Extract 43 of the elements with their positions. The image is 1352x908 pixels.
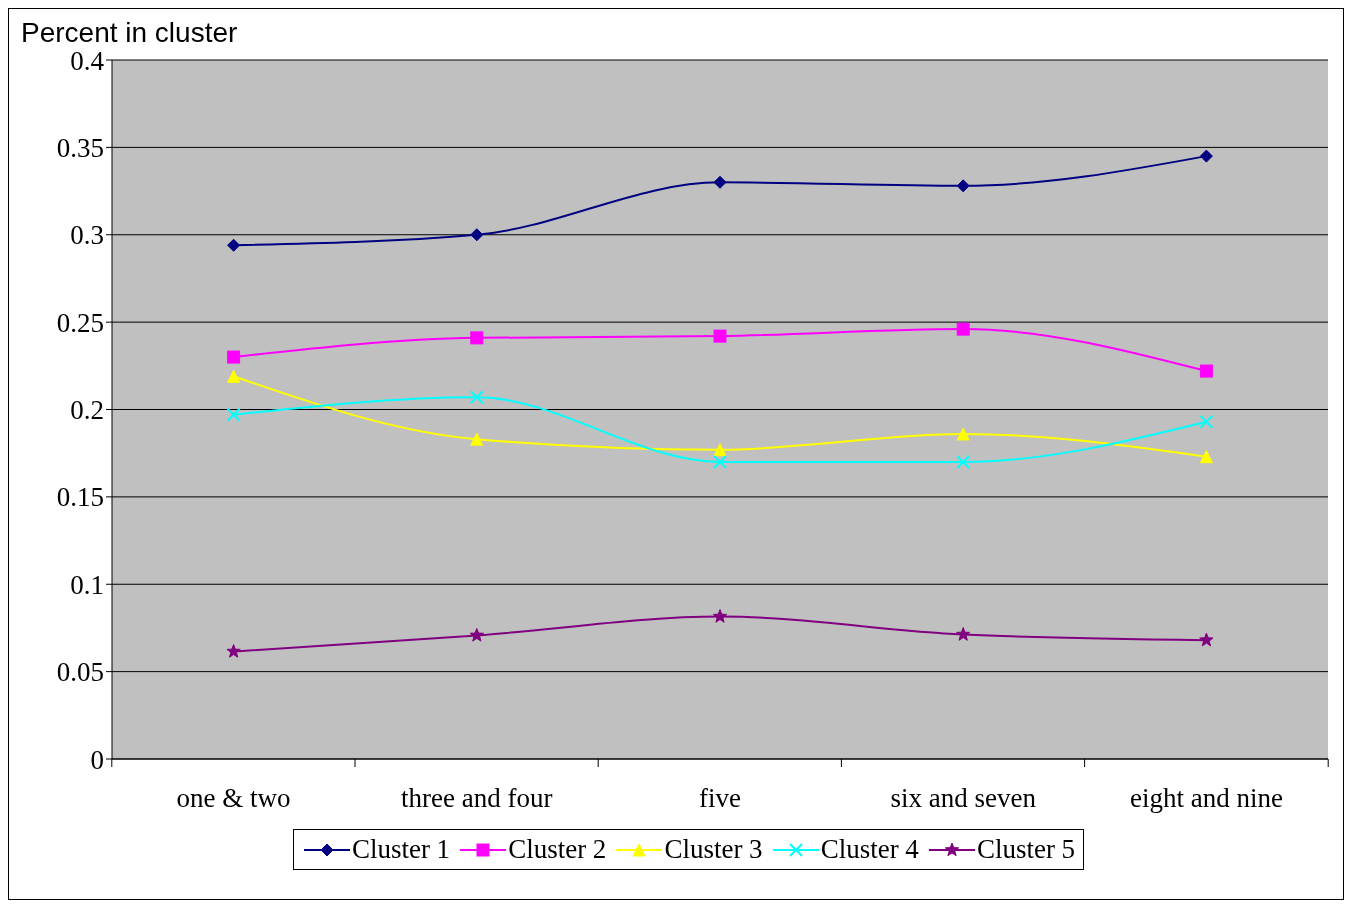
x-tick-label: five — [699, 783, 741, 813]
point — [713, 175, 727, 189]
legend-label: Cluster 2 — [508, 834, 607, 865]
x-tick-label: three and four — [401, 783, 553, 813]
point — [1199, 450, 1213, 464]
point — [469, 390, 484, 405]
point — [956, 179, 970, 193]
point — [1199, 414, 1214, 429]
y-tick-label: 0.3 — [70, 220, 104, 251]
x-tick-label: one & two — [176, 783, 291, 813]
point — [1199, 364, 1213, 378]
point — [227, 369, 241, 383]
point — [226, 644, 241, 658]
point — [470, 432, 484, 446]
point — [712, 609, 728, 623]
x-tick-label: eight and nine — [1129, 783, 1283, 813]
legend-label: Cluster 1 — [351, 834, 451, 865]
y-tick-label: 0.1 — [70, 569, 104, 600]
point — [470, 331, 484, 345]
point — [956, 427, 970, 441]
point — [226, 407, 241, 422]
point — [956, 454, 971, 469]
legend-label: Cluster 5 — [976, 834, 1076, 865]
y-tick-label: 0.15 — [56, 482, 104, 513]
point — [713, 454, 727, 469]
point — [469, 627, 484, 642]
point — [1199, 632, 1214, 647]
point — [713, 329, 727, 343]
point — [470, 228, 484, 242]
y-tick-label: 0.05 — [56, 657, 104, 688]
y-tick-label: 0.35 — [56, 132, 104, 163]
legend-label: Cluster 3 — [664, 834, 763, 865]
point — [1199, 149, 1213, 163]
point — [227, 238, 241, 252]
y-tick-label: 0.2 — [70, 395, 104, 426]
y-tick-label: 0 — [90, 744, 104, 775]
y-tick-label: 0.25 — [56, 307, 104, 338]
point — [956, 627, 971, 641]
legend-label: Cluster 4 — [820, 834, 919, 865]
x-tick-label: six and seven — [890, 783, 1037, 813]
point — [227, 350, 241, 364]
point — [713, 443, 727, 457]
point — [956, 322, 970, 336]
